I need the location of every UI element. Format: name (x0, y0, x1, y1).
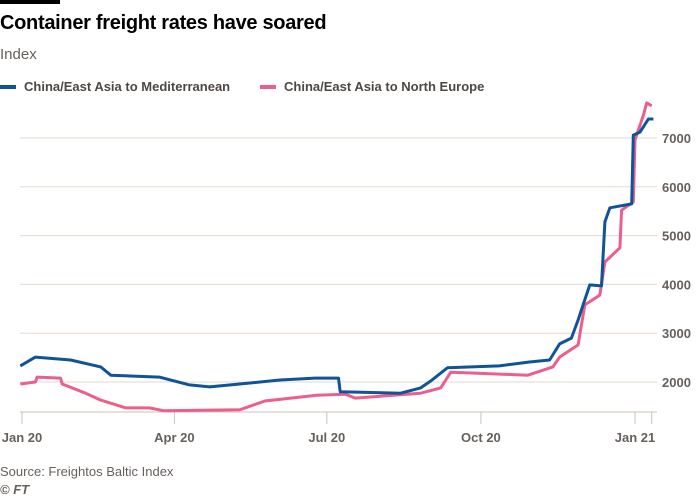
x-tick-label: Apr 20 (154, 430, 194, 445)
gridlines (20, 137, 657, 383)
x-axis: Jan 20 Apr 20 Jul 20 Oct 20 Jan 21 (2, 411, 657, 445)
x-tick-label: Oct 20 (461, 430, 501, 445)
y-tick-label: 2000 (662, 375, 691, 390)
x-tick-label: Jul 20 (308, 430, 345, 445)
source-note: Source: Freightos Baltic Index (0, 464, 174, 479)
y-tick-label: 7000 (662, 131, 691, 146)
y-tick-label: 3000 (662, 326, 691, 341)
y-tick-label: 5000 (662, 229, 691, 244)
x-tick-label: Jan 20 (2, 430, 42, 445)
legend-label-mediterranean: China/East Asia to Mediterranean (24, 79, 231, 94)
x-tick-label: Jan 21 (615, 430, 655, 445)
series-line-mediterranean (19, 117, 654, 395)
legend-label-north-europe: China/East Asia to North Europe (284, 79, 485, 94)
legend-swatch-north-europe (260, 84, 276, 89)
chart-title: Container freight rates have soared (0, 12, 327, 34)
legend-item-north-europe: China/East Asia to North Europe (260, 79, 484, 94)
copyright: © FT (0, 482, 30, 497)
chart-subtitle: Index (0, 46, 37, 63)
y-axis-labels: 2000 3000 4000 5000 6000 7000 (662, 131, 691, 390)
legend-swatch-mediterranean (0, 84, 16, 89)
legend-item-mediterranean: China/East Asia to Mediterranean (0, 79, 230, 94)
ft-top-rule (0, 0, 60, 4)
y-tick-label: 6000 (662, 180, 691, 195)
series-line-north-europe (20, 101, 653, 413)
legend: China/East Asia to Mediterranean China/E… (0, 79, 484, 94)
y-tick-label: 4000 (662, 277, 691, 292)
series-lines (19, 101, 654, 413)
